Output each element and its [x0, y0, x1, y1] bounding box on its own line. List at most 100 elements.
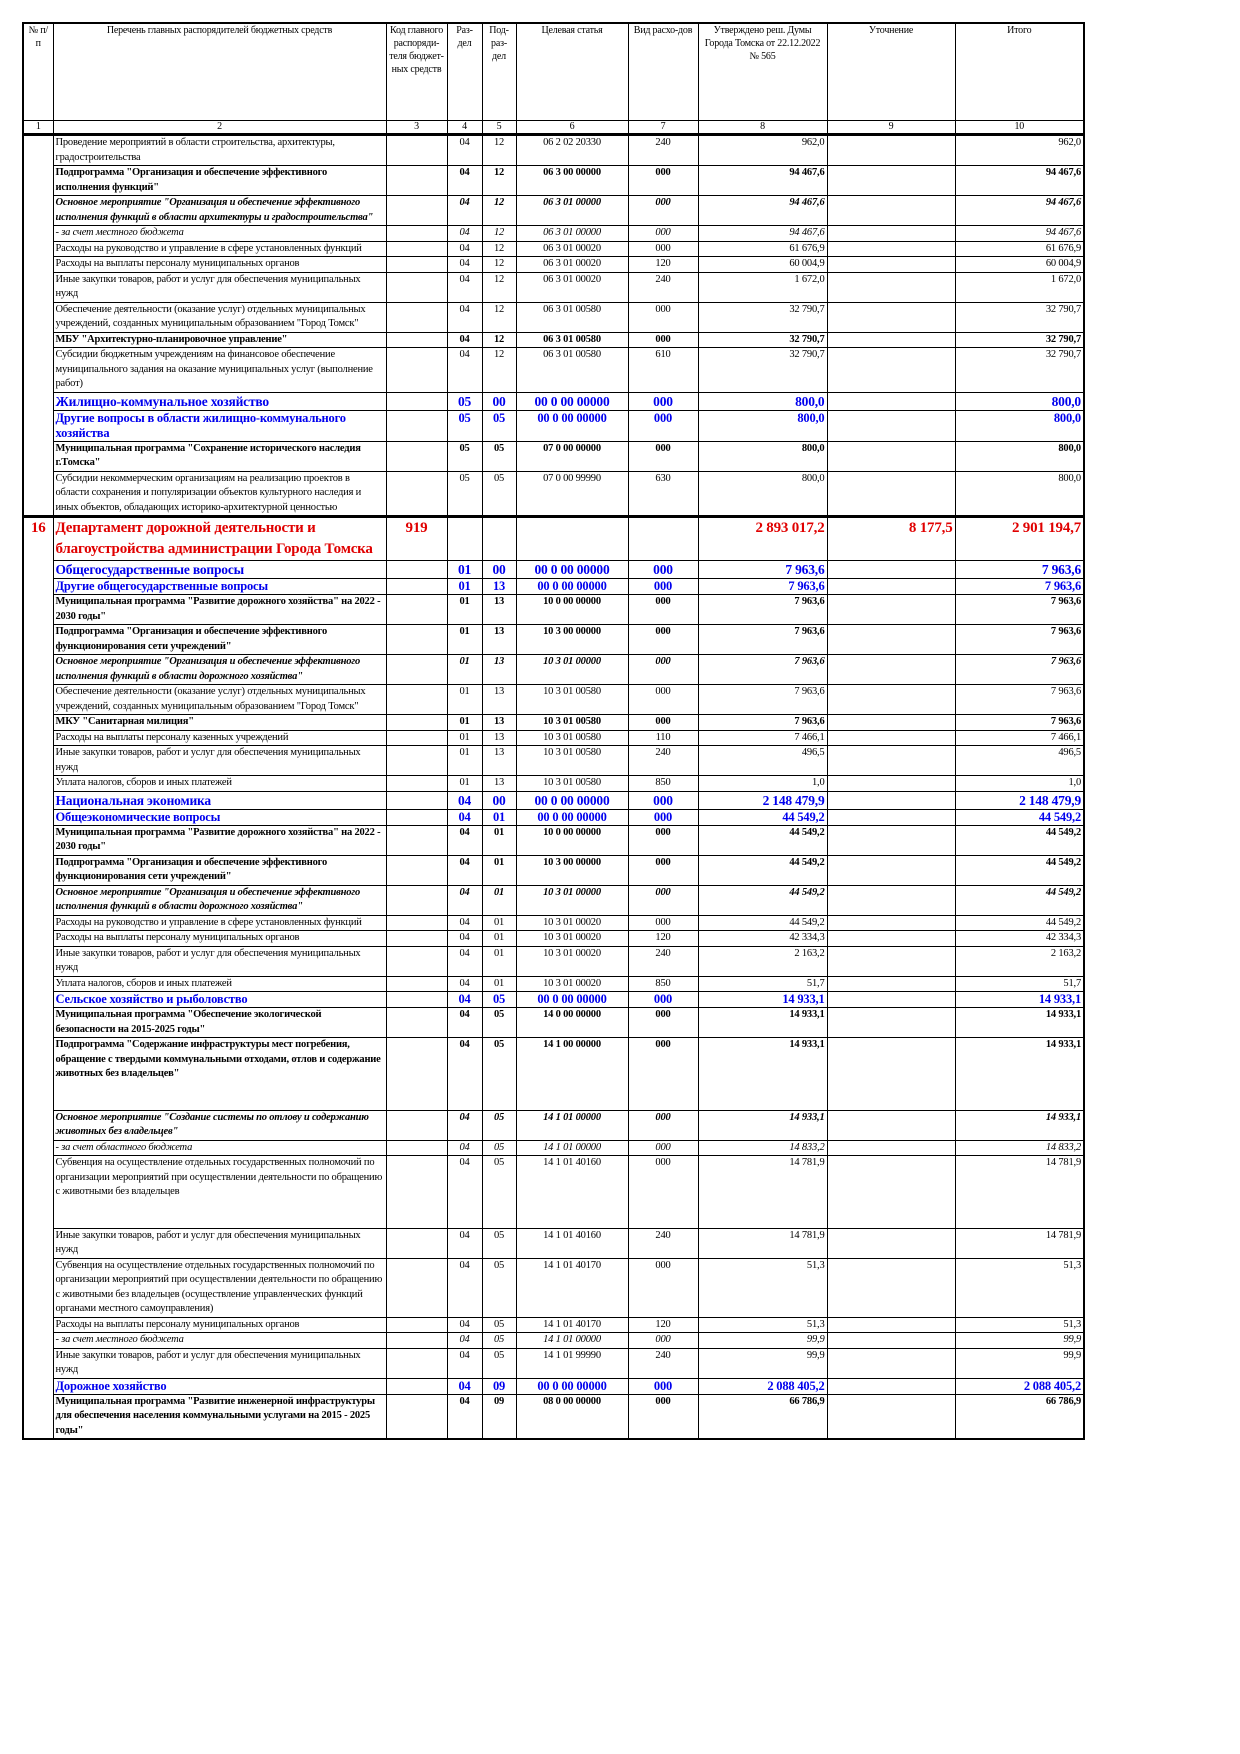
- row-section: 04: [446, 1037, 483, 1111]
- row-total: 44 549,2: [954, 854, 1085, 886]
- row-code: [385, 409, 448, 442]
- row-number: [22, 578, 54, 595]
- row-expense-type: 000: [627, 594, 699, 625]
- row-change: [826, 1393, 956, 1440]
- row-section: 04: [446, 945, 483, 977]
- row-name: Иные закупки товаров, работ и услуг для …: [52, 745, 387, 776]
- row-total: 14 933,1: [954, 1109, 1085, 1141]
- row-target-article: 10 0 00 00000: [515, 824, 629, 856]
- row-section: 04: [446, 301, 483, 333]
- row-name: Общеэкономические вопросы: [52, 808, 387, 826]
- row-target-article: 14 1 01 40170: [515, 1257, 629, 1318]
- row-change: [826, 1316, 956, 1333]
- row-target-article: 00 0 00 00000: [515, 409, 629, 442]
- row-number: [22, 134, 54, 166]
- row-approved: 2 088 405,2: [697, 1377, 828, 1395]
- row-expense-type: 000: [627, 301, 699, 333]
- table-row: МБУ "Архитектурно-планировочное управлен…: [22, 331, 1085, 348]
- row-section: 01: [446, 775, 483, 792]
- row-subsection: 12: [481, 195, 517, 226]
- table-row: Иные закупки товаров, работ и услуг для …: [22, 945, 1085, 977]
- row-total: 496,5: [954, 745, 1085, 776]
- row-subsection: 00: [481, 790, 517, 810]
- row-subsection: 09: [481, 1377, 517, 1395]
- row-total: 51,3: [954, 1316, 1085, 1333]
- row-code: [385, 1139, 448, 1156]
- row-section: 04: [446, 930, 483, 947]
- row-section: 04: [446, 884, 483, 916]
- row-approved: 2 893 017,2: [697, 515, 828, 561]
- row-subsection: 05: [481, 1257, 517, 1318]
- row-target-article: 10 3 01 00000: [515, 654, 629, 685]
- row-expense-type: 610: [627, 347, 699, 393]
- row-name: Обеспечение деятельности (оказание услуг…: [52, 684, 387, 715]
- row-total: 99,9: [954, 1347, 1085, 1379]
- row-name: Другие общегосударственные вопросы: [52, 578, 387, 595]
- row-section: 04: [446, 195, 483, 226]
- row-subsection: 12: [481, 256, 517, 273]
- header-total: Итого: [954, 22, 1085, 121]
- row-change: [826, 578, 956, 595]
- row-change: [826, 240, 956, 257]
- table-row: Основное мероприятие "Организация и обес…: [22, 195, 1085, 226]
- row-total: 7 963,6: [954, 578, 1085, 595]
- table-row: Основное мероприятие "Организация и обес…: [22, 654, 1085, 685]
- subsection-row: Общеэкономические вопросы 04 01 00 0 00 000…: [22, 808, 1085, 826]
- row-target-article: 10 3 01 00020: [515, 975, 629, 992]
- table-row: Муниципальная программа "Развитие инжене…: [22, 1393, 1085, 1440]
- row-target-article: 10 3 01 00020: [515, 930, 629, 947]
- table-row: Проведение мероприятий в области строите…: [22, 134, 1085, 166]
- row-approved: 94 467,6: [697, 195, 828, 226]
- header-subsection: Под-раз-дел: [481, 22, 517, 121]
- row-number: [22, 654, 54, 685]
- section-row: Общегосударственные вопросы 01 00 00 0 00 0…: [22, 560, 1085, 579]
- row-total: 44 549,2: [954, 824, 1085, 856]
- row-change: [826, 745, 956, 776]
- row-code: [385, 930, 448, 947]
- row-change: [826, 824, 956, 856]
- row-section: [446, 515, 483, 561]
- row-target-article: 10 3 01 00580: [515, 714, 629, 731]
- table-row: Расходы на руководство и управление в сф…: [22, 240, 1085, 257]
- row-code: [385, 1257, 448, 1318]
- row-expense-type: 850: [627, 975, 699, 992]
- row-expense-type: 110: [627, 729, 699, 746]
- row-code: [385, 729, 448, 746]
- row-section: 04: [446, 1377, 483, 1395]
- row-code: [385, 331, 448, 348]
- row-section: 05: [446, 470, 483, 517]
- row-number: [22, 302, 54, 332]
- row-total: 7 963,6: [954, 654, 1085, 685]
- row-number: [22, 1228, 54, 1258]
- row-code: [385, 578, 448, 595]
- section-row: Жилищно-коммунальное хозяйство 05 00 00 0 0…: [22, 391, 1085, 411]
- row-subsection: 05: [481, 440, 517, 472]
- header-change: Уточнение: [826, 22, 956, 121]
- row-section: 04: [446, 914, 483, 931]
- row-subsection: 13: [481, 594, 517, 625]
- row-section: 04: [446, 1155, 483, 1229]
- table-row: Расходы на руководство и управление в сф…: [22, 914, 1085, 931]
- row-target-article: 00 0 00 00000: [515, 578, 629, 595]
- row-approved: 1,0: [697, 775, 828, 792]
- row-name: Иные закупки товаров, работ и услуг для …: [52, 271, 387, 303]
- row-expense-type: 000: [627, 684, 699, 715]
- row-name: Субсидии некоммерческим организациям на …: [52, 470, 387, 517]
- row-approved: 800,0: [697, 409, 828, 442]
- row-name: Расходы на руководство и управление в сф…: [52, 914, 387, 931]
- row-total: 800,0: [954, 470, 1085, 517]
- row-number: [22, 991, 54, 1008]
- row-total: 94 467,6: [954, 195, 1085, 226]
- row-number: [22, 714, 54, 730]
- row-change: [826, 560, 956, 579]
- row-target-article: 14 1 00 00000: [515, 1037, 629, 1111]
- row-subsection: 13: [481, 729, 517, 746]
- row-change: [826, 775, 956, 792]
- row-expense-type: 240: [627, 134, 699, 166]
- row-subsection: 05: [481, 409, 517, 442]
- row-expense-type: 000: [627, 409, 699, 442]
- row-expense-type: 000: [627, 808, 699, 826]
- row-change: [826, 195, 956, 226]
- row-target-article: 14 1 01 40160: [515, 1155, 629, 1229]
- row-section: 04: [446, 790, 483, 810]
